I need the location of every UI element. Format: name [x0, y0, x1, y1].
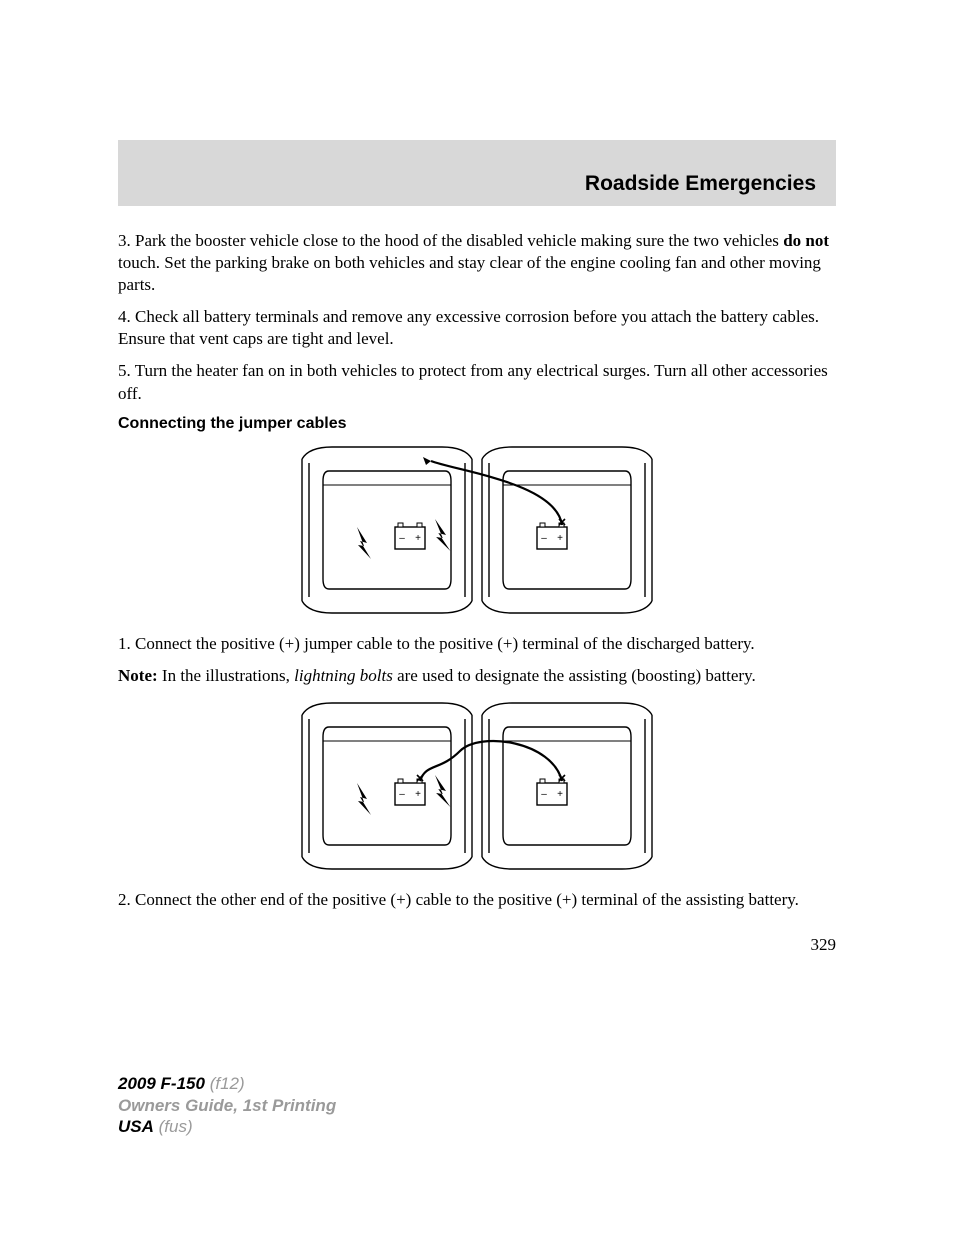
- step-3: 3. Park the booster vehicle close to the…: [118, 230, 836, 296]
- header-band: Roadside Emergencies: [118, 140, 836, 206]
- step-1: 1. Connect the positive (+) jumper cable…: [118, 633, 836, 655]
- svg-text:–: –: [541, 789, 547, 800]
- svg-text:+: +: [557, 789, 563, 800]
- note-bold: Note:: [118, 666, 158, 685]
- step-4: 4. Check all battery terminals and remov…: [118, 306, 836, 350]
- footer-model-code: (f12): [210, 1074, 245, 1093]
- svg-text:–: –: [399, 533, 405, 544]
- page-title: Roadside Emergencies: [585, 172, 816, 196]
- svg-text:+: +: [415, 789, 421, 800]
- footer-region: USA: [118, 1117, 154, 1136]
- footer-guide: Owners Guide, 1st Printing: [118, 1095, 336, 1116]
- note-a: In the illustrations,: [158, 666, 294, 685]
- note: Note: In the illustrations, lightning bo…: [118, 665, 836, 687]
- svg-text:–: –: [541, 533, 547, 544]
- step-2: 2. Connect the other end of the positive…: [118, 889, 836, 911]
- note-italic: lightning bolts: [294, 666, 393, 685]
- jumper-diagram-2: –+–+: [292, 697, 662, 875]
- footer-model: 2009 F-150: [118, 1074, 205, 1093]
- step-5: 5. Turn the heater fan on in both vehicl…: [118, 360, 836, 404]
- svg-text:+: +: [415, 533, 421, 544]
- step-3-bold: do not: [783, 231, 829, 250]
- footer-region-code: (fus): [159, 1117, 193, 1136]
- step-3-a: 3. Park the booster vehicle close to the…: [118, 231, 783, 250]
- footer: 2009 F-150 (f12) Owners Guide, 1st Print…: [118, 1073, 336, 1137]
- jumper-diagram-1: –+–+: [292, 441, 662, 619]
- svg-text:+: +: [557, 533, 563, 544]
- page-number: 329: [118, 935, 836, 955]
- note-b: are used to designate the assisting (boo…: [393, 666, 756, 685]
- section-heading: Connecting the jumper cables: [118, 415, 836, 433]
- svg-text:–: –: [399, 789, 405, 800]
- step-3-b: touch. Set the parking brake on both veh…: [118, 253, 821, 294]
